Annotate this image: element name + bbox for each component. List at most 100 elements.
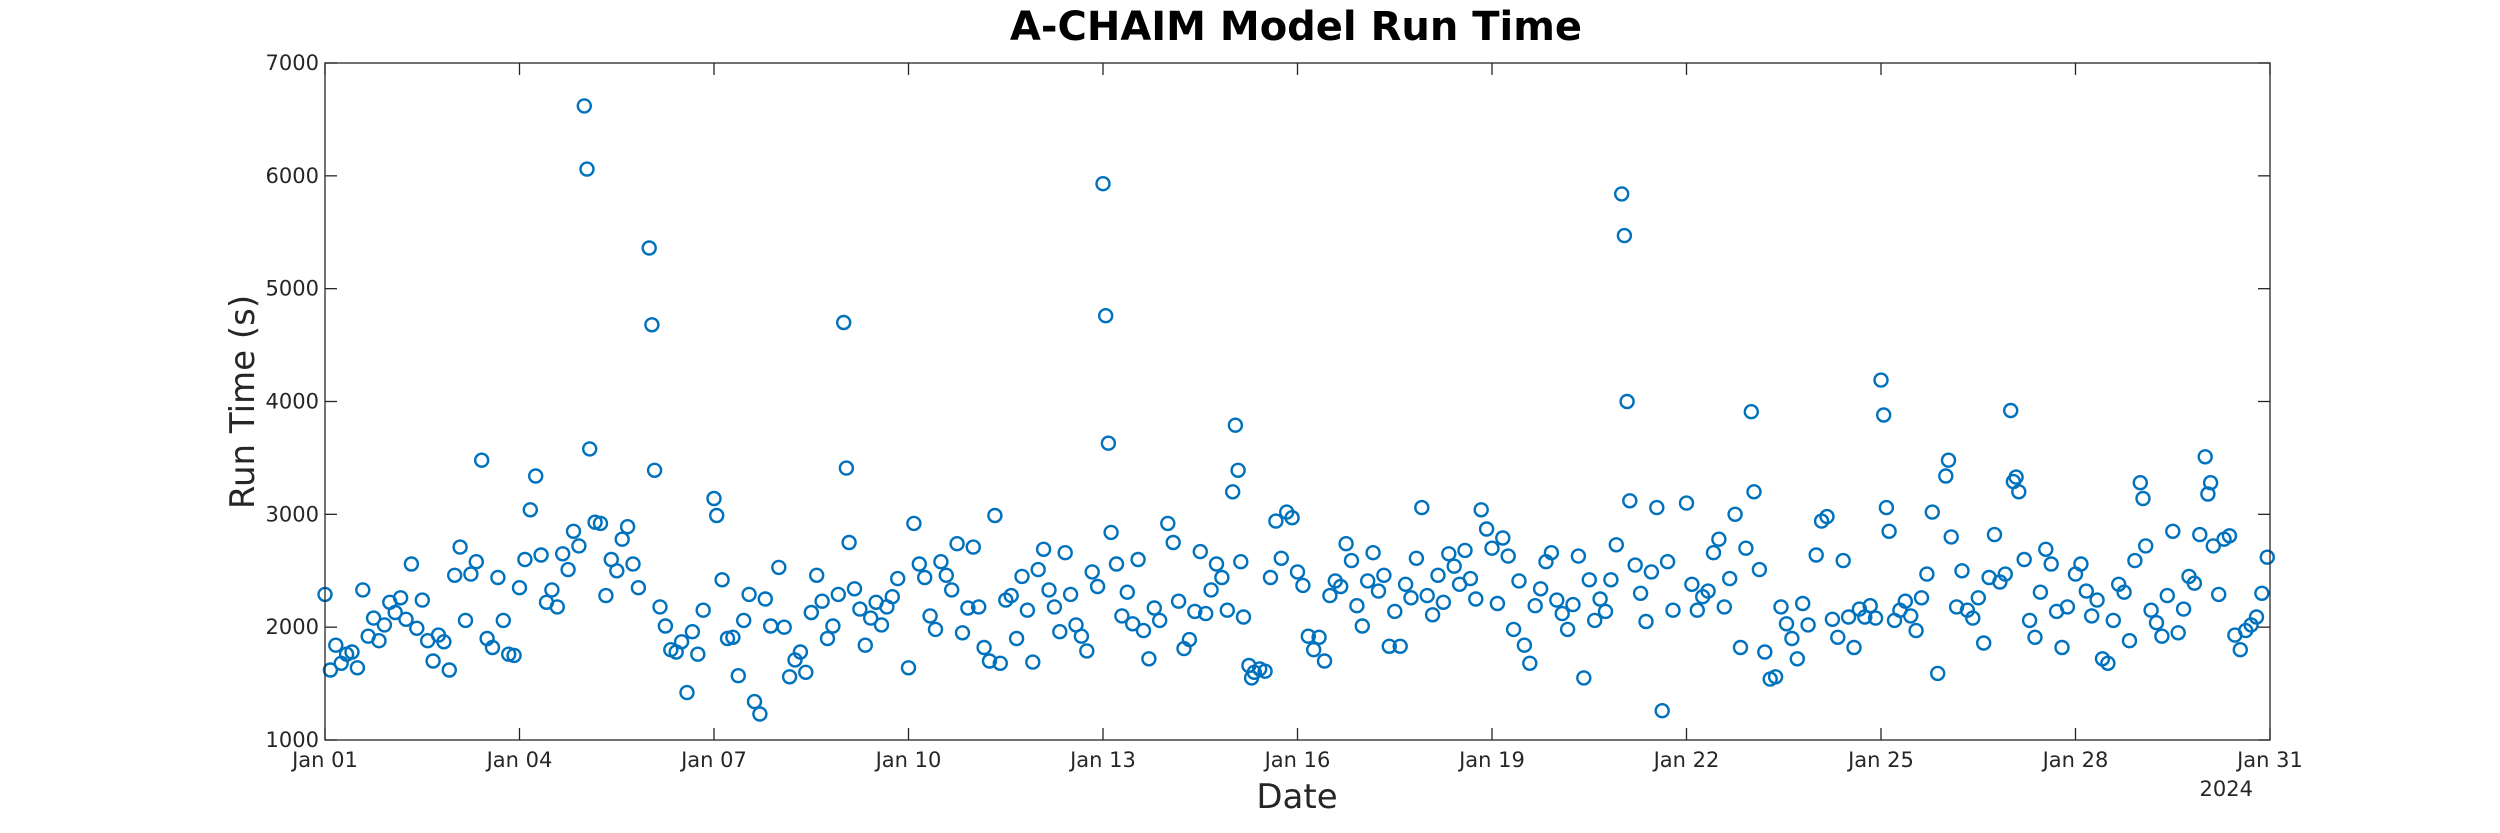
data-point (2210, 586, 2227, 603)
data-point (841, 534, 857, 551)
data-point (1392, 638, 1408, 654)
data-point (2002, 402, 2019, 419)
data-point (741, 586, 757, 603)
data-point (1462, 570, 1479, 587)
x-tick-label: Jan 31 (2235, 748, 2303, 772)
data-point (1349, 598, 1365, 614)
data-point (2148, 615, 2165, 631)
data-point (2032, 584, 2049, 600)
data-point (1597, 603, 1614, 620)
data-point (2059, 599, 2076, 615)
data-point (1295, 577, 1311, 594)
data-point (533, 547, 549, 563)
data-point (1103, 524, 1119, 541)
data-point (1908, 622, 1924, 639)
data-point (1757, 644, 1773, 660)
data-point (1089, 578, 1106, 595)
data-point (1746, 484, 1762, 500)
data-point (900, 660, 917, 676)
data-point (1732, 639, 1749, 656)
data-point (641, 240, 657, 256)
data-point (1665, 602, 1681, 618)
data-point (398, 611, 414, 627)
data-point (1527, 598, 1543, 614)
data-point (1197, 605, 1214, 622)
data-point (1897, 593, 1914, 609)
data-point (474, 452, 490, 468)
data-point (725, 629, 741, 645)
data-point (1700, 583, 1716, 599)
data-point (1435, 594, 1452, 610)
data-point (836, 314, 852, 331)
data-point (409, 620, 425, 636)
data-point (1268, 513, 1284, 529)
data-point (1559, 621, 1576, 638)
data-point (1778, 616, 1795, 632)
data-point (971, 599, 987, 615)
data-point (1643, 564, 1660, 580)
data-point (1632, 585, 1649, 601)
data-point (555, 546, 571, 562)
data-point (598, 587, 614, 604)
data-point (1819, 508, 1835, 525)
data-point (1570, 548, 1587, 564)
data-point (1376, 567, 1392, 583)
data-point (1954, 563, 1970, 579)
data-point (652, 599, 668, 615)
data-point (673, 634, 690, 650)
data-point (1902, 608, 1919, 624)
data-point (2132, 475, 2149, 491)
data-point (1716, 599, 1733, 615)
data-point (1565, 596, 1581, 613)
data-point (441, 662, 457, 678)
data-point (1835, 552, 1851, 569)
data-point (1794, 595, 1811, 612)
data-point (1924, 504, 1941, 520)
data-point (1929, 665, 1946, 682)
data-point (644, 317, 660, 333)
data-point (549, 599, 565, 615)
data-point (965, 539, 981, 555)
x-tick-label: Jan 07 (679, 748, 747, 772)
data-point (746, 693, 763, 710)
x-tick-label: Jan 16 (1263, 748, 1331, 772)
data-point (2202, 475, 2219, 491)
y-tick-label: 3000 (266, 502, 319, 526)
data-point (1489, 595, 1506, 612)
data-point (452, 539, 468, 555)
data-point (792, 644, 809, 660)
data-point (1938, 468, 1954, 484)
data-point (2016, 551, 2032, 568)
data-point (1970, 590, 1987, 606)
data-point (1057, 545, 1073, 561)
data-point (1008, 630, 1025, 647)
data-point (890, 570, 906, 587)
data-point (684, 624, 701, 640)
data-point (1522, 655, 1538, 671)
data-point (1073, 628, 1090, 644)
data-point (825, 618, 841, 634)
data-point (863, 610, 879, 626)
data-point (528, 468, 544, 484)
data-point (646, 462, 663, 478)
x-axis-ticks: Jan 01 Jan 04 Jan 07 Jan 10 Jan 13 Jan 16 Jan … (290, 63, 2303, 772)
data-point (709, 507, 725, 524)
data-point (344, 644, 360, 660)
data-point (736, 612, 752, 629)
data-point (2221, 528, 2238, 544)
data-point (517, 551, 533, 568)
data-point (1867, 610, 1884, 626)
data-point (1019, 602, 1036, 618)
data-point (1041, 582, 1057, 598)
data-point (857, 637, 873, 653)
data-point (560, 561, 576, 578)
data-point (1187, 603, 1203, 620)
data-point (1108, 556, 1125, 572)
data-point (392, 590, 409, 606)
data-point (2127, 552, 2143, 569)
data-point (944, 582, 960, 598)
y-tick-label: 5000 (266, 277, 319, 301)
data-point (414, 592, 430, 608)
y-axis-ticks: 1000 2000 3000 4000 5000 6000 7000 (266, 51, 2270, 752)
data-point (1532, 581, 1549, 597)
